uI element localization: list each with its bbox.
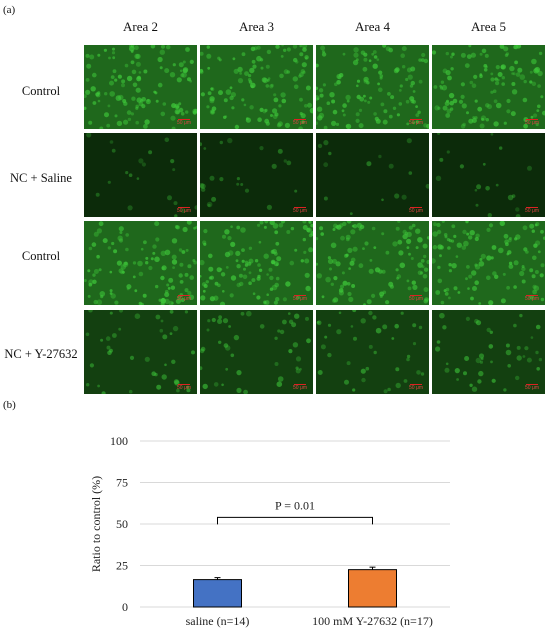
- y-tick-label: 0: [122, 600, 128, 614]
- row-label-nc-y27632: NC + Y-27632: [4, 347, 78, 361]
- micrograph-r3-c1: 50 μm: [84, 221, 197, 305]
- scale-bar-label: 50 μm: [177, 120, 191, 126]
- micrograph-r3-c3: 50 μm: [316, 221, 429, 305]
- micrograph-r1-c2: 50 μm: [200, 45, 313, 129]
- scale-bar-label: 50 μm: [525, 208, 539, 214]
- scale-bar-label: 50 μm: [409, 385, 423, 391]
- scale-bar-label: 50 μm: [293, 385, 307, 391]
- panel-b-label: (b): [3, 399, 16, 411]
- scale-bar-label: 50 μm: [409, 208, 423, 214]
- scale-bar-label: 50 μm: [177, 385, 191, 391]
- micrograph-r4-c3: 50 μm: [316, 310, 429, 394]
- scale-bar-label: 50 μm: [293, 120, 307, 126]
- scale-bar: [526, 119, 538, 120]
- scale-bar: [410, 119, 422, 120]
- significance-bracket: [217, 516, 373, 525]
- micrograph-r2-c1: 50 μm: [84, 133, 197, 217]
- scale-bar-label: 50 μm: [293, 296, 307, 302]
- micrograph-r3-c4: 50 μm: [432, 221, 545, 305]
- micrograph-r1-c3: 50 μm: [316, 45, 429, 129]
- scale-bar-label: 50 μm: [409, 120, 423, 126]
- scale-bar: [526, 384, 538, 385]
- bar-chart: 0 25 50 75 100 Ratio to control (%) saline (n=…: [89, 434, 450, 628]
- scale-bar: [410, 207, 422, 208]
- significance-label: P = 0.01: [275, 498, 315, 512]
- scale-bar: [294, 207, 306, 208]
- micrograph-r4-c1: 50 μm: [84, 310, 197, 394]
- scale-bar: [526, 295, 538, 296]
- column-header-area-5: Area 5: [470, 19, 506, 34]
- micrograph-r1-c4: 50 μm: [432, 45, 545, 129]
- row-label-control-1: Control: [21, 84, 61, 98]
- scale-bar-label: 50 μm: [409, 296, 423, 302]
- scale-bar-label: 50 μm: [525, 296, 539, 302]
- scale-bar-label: 50 μm: [525, 120, 539, 126]
- scale-bar: [178, 207, 190, 208]
- y-tick-label: 100: [110, 434, 128, 448]
- micrograph-r3-c2: 50 μm: [200, 221, 313, 305]
- column-header-area-4: Area 4: [354, 19, 390, 34]
- column-header-area-2: Area 2: [122, 19, 158, 34]
- micrograph-r2-c2: 50 μm: [200, 133, 313, 217]
- micrograph-r1-c1: 50 μm: [84, 45, 197, 129]
- micrograph-r4-c4: 50 μm: [432, 310, 545, 394]
- scale-bar: [294, 384, 306, 385]
- scale-bar: [526, 207, 538, 208]
- micrograph-r2-c4: 50 μm: [432, 133, 545, 217]
- panel-a-label: (a): [3, 4, 16, 16]
- column-header-area-3: Area 3: [238, 19, 274, 34]
- scale-bar-label: 50 μm: [177, 296, 191, 302]
- y-tick-label: 75: [116, 476, 128, 490]
- scale-bar-label: 50 μm: [525, 385, 539, 391]
- y-tick-label: 50: [116, 517, 128, 531]
- x-tick-label: 100 mM Y-27632 (n=17): [312, 614, 433, 628]
- scale-bar: [178, 384, 190, 385]
- micrograph-r2-c3: 50 μm: [316, 133, 429, 217]
- bar-1: [193, 579, 242, 608]
- scale-bar: [178, 295, 190, 296]
- bar-2: [348, 569, 397, 608]
- row-label-nc-saline: NC + Saline: [10, 171, 72, 185]
- y-tick-label: 25: [116, 559, 128, 573]
- scale-bar-label: 50 μm: [293, 208, 307, 214]
- scale-bar: [294, 119, 306, 120]
- y-axis-label: Ratio to control (%): [89, 476, 103, 572]
- scale-bar-label: 50 μm: [177, 208, 191, 214]
- scale-bar: [294, 295, 306, 296]
- scale-bar: [178, 119, 190, 120]
- scale-bar: [410, 295, 422, 296]
- micrograph-r4-c2: 50 μm: [200, 310, 313, 394]
- x-tick-label: saline (n=14): [186, 614, 250, 628]
- scale-bar: [410, 384, 422, 385]
- row-label-control-2: Control: [21, 249, 61, 263]
